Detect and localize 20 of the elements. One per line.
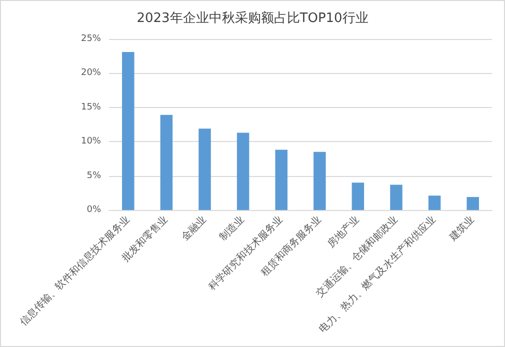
bar <box>314 152 326 210</box>
y-tick-label: 15% <box>80 102 102 112</box>
y-tick-label: 0% <box>86 205 102 215</box>
bar <box>236 132 250 210</box>
bar <box>160 114 173 210</box>
bar <box>275 150 288 210</box>
y-tick-label: 10% <box>80 136 102 147</box>
bar <box>390 184 402 210</box>
bar <box>122 52 134 210</box>
y-tick-label: 25% <box>80 34 102 44</box>
bar <box>352 182 364 210</box>
bar <box>466 197 479 210</box>
y-tick-label: 5% <box>86 170 102 181</box>
chart-title: 2023年企业中秋采购额占比TOP10行业 <box>136 11 368 26</box>
y-tick-label: 20% <box>80 68 102 78</box>
x-tick-label: 建筑业 <box>446 213 477 244</box>
bar <box>198 128 211 210</box>
bar <box>428 196 441 210</box>
x-tick-label: 金融业 <box>178 213 209 244</box>
x-tick-label: 制造业 <box>217 213 247 244</box>
